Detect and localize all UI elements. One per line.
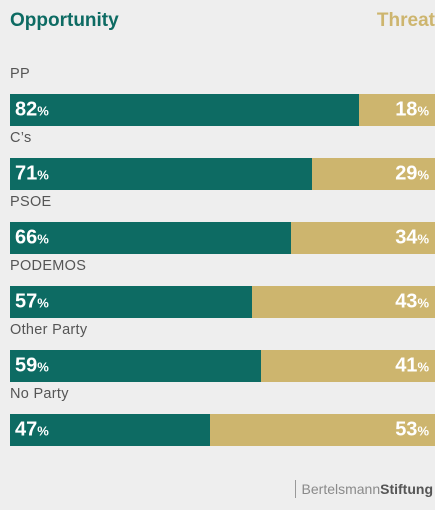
stacked-bar: 57% 43% — [10, 286, 435, 318]
data-label: 59% — [15, 355, 49, 378]
brand-logo: BertelsmannStiftung — [294, 480, 433, 498]
chart-row: Other Party 59% 41% — [10, 322, 435, 386]
legend: Opportunity Threat — [10, 10, 435, 36]
bar-segment-threat: 29% — [311, 158, 435, 190]
bar-segment-opportunity: 66% — [10, 222, 291, 254]
bar-segment-threat: 41% — [260, 350, 435, 382]
percent-sign: % — [417, 423, 429, 439]
percent-sign: % — [37, 423, 49, 439]
brand-name-part2: Stiftung — [380, 481, 433, 497]
data-label: 34% — [395, 227, 429, 250]
bar-segment-threat: 18% — [358, 94, 435, 126]
data-label-value: 82 — [15, 98, 38, 121]
data-label: 66% — [15, 227, 49, 250]
stacked-bar: 47% 53% — [10, 414, 435, 446]
bar-segment-opportunity: 57% — [10, 286, 253, 318]
chart-row: C’s 71% 29% — [10, 130, 435, 194]
percent-sign: % — [37, 231, 49, 247]
bar-segment-opportunity: 59% — [10, 350, 261, 382]
data-label-value: 66 — [15, 226, 38, 249]
data-label: 57% — [15, 291, 49, 314]
percent-sign: % — [37, 359, 49, 375]
data-label: 43% — [395, 291, 429, 314]
chart-row: PSOE 66% 34% — [10, 194, 435, 258]
percent-sign: % — [417, 295, 429, 311]
data-label-value: 59 — [15, 354, 38, 377]
percent-sign: % — [417, 167, 429, 183]
data-label: 41% — [395, 355, 429, 378]
category-label: Other Party — [10, 322, 88, 338]
data-label-value: 53 — [395, 418, 418, 441]
data-label: 82% — [15, 99, 49, 122]
percent-sign: % — [37, 103, 49, 119]
data-label-value: 57 — [15, 290, 38, 313]
legend-opportunity: Opportunity — [10, 10, 119, 31]
data-label-value: 18 — [395, 98, 418, 121]
brand-name-part1: Bertelsmann — [301, 481, 381, 497]
stacked-bar: 82% 18% — [10, 94, 435, 126]
chart-row: PP 82% 18% — [10, 66, 435, 130]
stacked-bar: 59% 41% — [10, 350, 435, 382]
category-label: PP — [10, 66, 30, 82]
bar-segment-opportunity: 71% — [10, 158, 312, 190]
percent-sign: % — [417, 231, 429, 247]
category-label: C’s — [10, 130, 32, 146]
category-label: No Party — [10, 386, 69, 402]
data-label-value: 34 — [395, 226, 418, 249]
percent-sign: % — [37, 295, 49, 311]
stacked-bar: 66% 34% — [10, 222, 435, 254]
bar-chart: PP 82% 18% C’s 71% 29% PSOE 66% 34% PODEMOS 57% 43%… — [10, 66, 435, 450]
category-label: PSOE — [10, 194, 52, 210]
bar-segment-threat: 34% — [290, 222, 435, 254]
data-label: 71% — [15, 163, 49, 186]
chart-row: PODEMOS 57% 43% — [10, 258, 435, 322]
stacked-bar: 71% 29% — [10, 158, 435, 190]
legend-threat: Threat — [376, 10, 435, 31]
data-label: 47% — [15, 419, 49, 442]
data-label: 53% — [395, 419, 429, 442]
bar-segment-threat: 53% — [209, 414, 435, 446]
bar-segment-opportunity: 47% — [10, 414, 210, 446]
percent-sign: % — [417, 103, 429, 119]
data-label-value: 47 — [15, 418, 38, 441]
percent-sign: % — [417, 359, 429, 375]
data-label: 18% — [395, 99, 429, 122]
data-label: 29% — [395, 163, 429, 186]
data-label-value: 43 — [395, 290, 418, 313]
data-label-value: 29 — [395, 162, 418, 185]
data-label-value: 71 — [15, 162, 38, 185]
category-label: PODEMOS — [10, 258, 87, 274]
bar-segment-opportunity: 82% — [10, 94, 359, 126]
data-label-value: 41 — [395, 354, 418, 377]
bar-segment-threat: 43% — [252, 286, 435, 318]
percent-sign: % — [37, 167, 49, 183]
chart-row: No Party 47% 53% — [10, 386, 435, 450]
